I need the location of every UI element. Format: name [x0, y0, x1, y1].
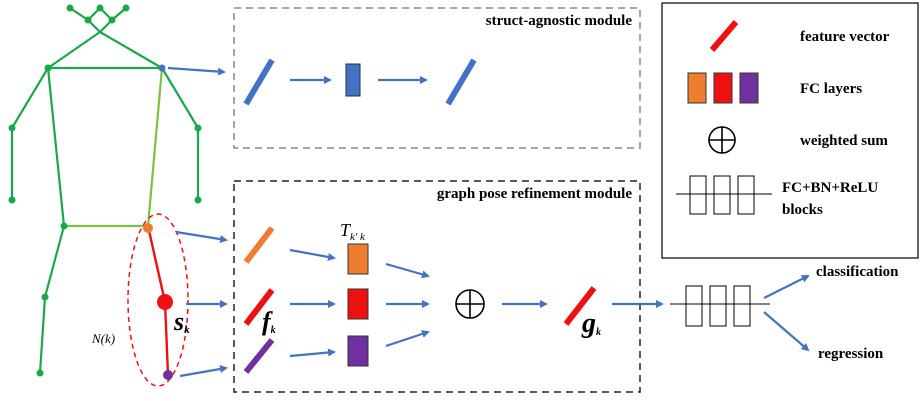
fc-layer: [346, 64, 360, 96]
t-symbol: Tk′ k: [340, 220, 366, 243]
legend-label: FC+BN+ReLU: [782, 180, 878, 196]
graph-module-box: [234, 181, 640, 392]
fc-layer: [348, 336, 368, 366]
legend-label: feature vector: [800, 29, 890, 45]
f-symbol: fk: [262, 307, 276, 336]
blocks: [670, 286, 770, 326]
g-symbol: gk: [581, 308, 601, 339]
legend-label: FC layers: [800, 81, 862, 97]
diagram: sk N(k) struct-agnostic module graph pos…: [0, 0, 923, 401]
n-symbol: N(k): [91, 331, 115, 346]
skeleton: [9, 5, 202, 387]
legend-label: weighted sum: [800, 133, 888, 149]
legend-label: blocks: [782, 202, 823, 218]
fc-layer: [348, 289, 368, 319]
output-label: classification: [816, 264, 899, 280]
output-label: regression: [818, 346, 884, 362]
struct-agnostic-box: [234, 8, 640, 148]
module-title: graph pose refinement module: [437, 186, 632, 202]
fc-layer: [348, 244, 368, 274]
module-title: struct-agnostic module: [486, 13, 633, 29]
